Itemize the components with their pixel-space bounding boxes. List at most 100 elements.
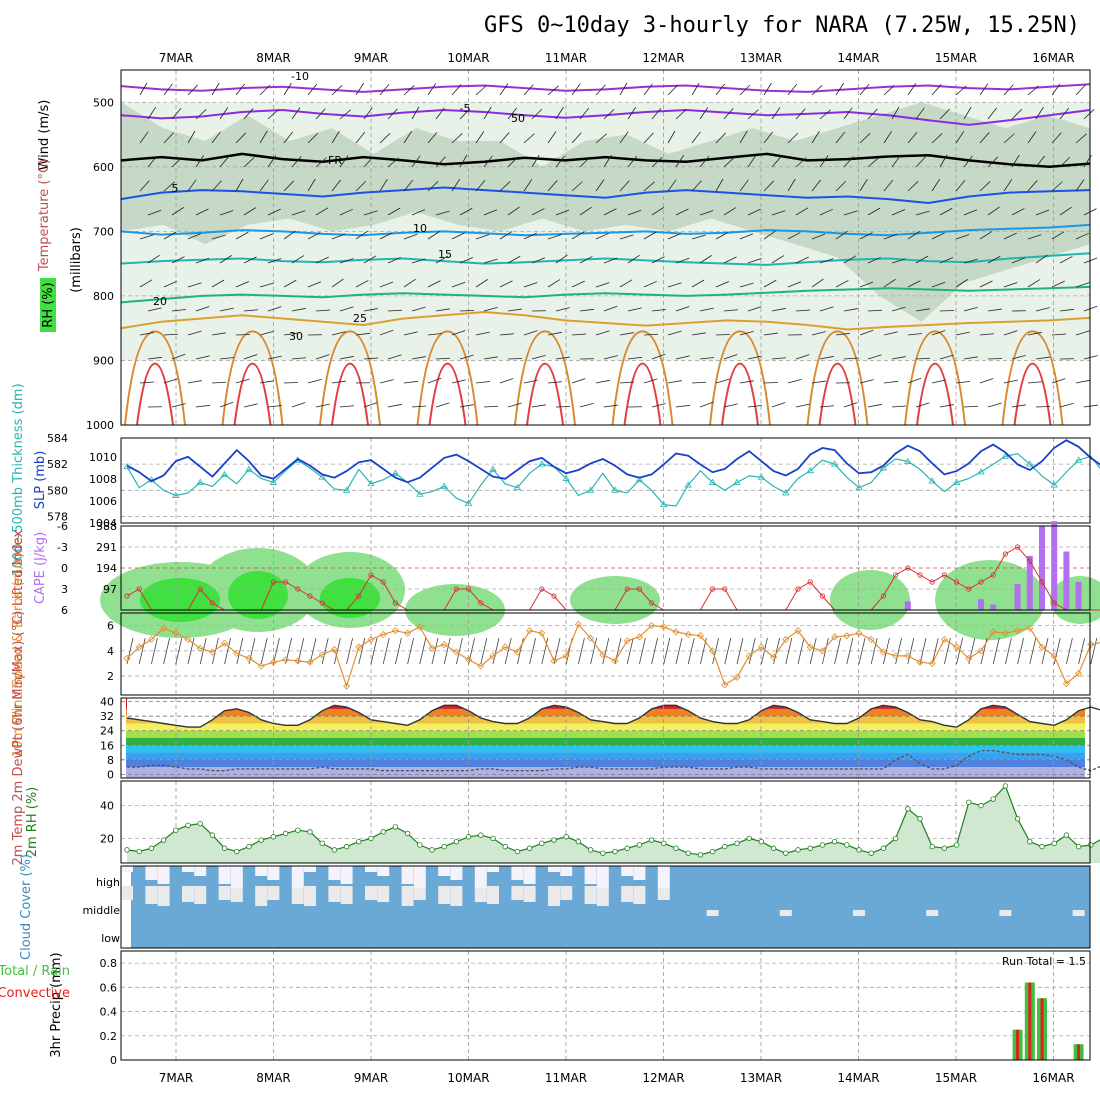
wind-barb	[699, 307, 714, 312]
wind-barb	[267, 208, 281, 216]
wind-barb	[795, 256, 809, 264]
rh-point	[234, 848, 240, 855]
cloud-clear-middle	[999, 910, 1012, 916]
wind-barb	[211, 131, 221, 144]
wind-barb	[715, 132, 727, 144]
wind-speed-point	[282, 656, 290, 664]
rh-point	[429, 847, 435, 853]
slp-tick: 1004	[89, 517, 117, 530]
rh-point	[575, 838, 582, 845]
cape-bar	[904, 601, 911, 610]
li-point	[807, 579, 813, 585]
wind-barb	[907, 377, 922, 384]
wind-barb-10m	[163, 637, 170, 665]
wind-barb	[955, 279, 968, 288]
precip-convective-bar	[1016, 1029, 1020, 1060]
rh-point	[417, 842, 423, 848]
wind-barb	[307, 232, 321, 240]
rh-point	[1002, 783, 1009, 789]
rh-point	[319, 840, 325, 847]
cloud-clear-middle	[121, 886, 133, 900]
wind-barb	[411, 106, 420, 120]
li-point	[197, 586, 203, 592]
precip-panel-frame	[120, 950, 1091, 1061]
wind-barb	[219, 156, 230, 168]
wind-barb	[459, 207, 473, 216]
wind-barb	[1035, 155, 1045, 168]
slp-axis-label: SLP (mb)	[33, 451, 48, 510]
wind-barb	[211, 279, 225, 288]
cape-lifted-index-panel: -6 -3 0 3 6 388 291 194 97 Lifted Index CAPE (J/kg…	[11, 520, 1100, 617]
li-point	[1039, 579, 1045, 585]
date-label-top: 8MAR	[256, 51, 291, 65]
rh-point	[258, 837, 264, 843]
wind-barb	[763, 332, 778, 336]
wind-barb	[571, 181, 583, 192]
wind-barb	[403, 233, 418, 240]
wind-barb	[283, 332, 298, 336]
wind-barb	[1003, 84, 1014, 96]
isotherm-30-cell	[1001, 330, 1064, 426]
wind-barb	[1051, 333, 1066, 336]
wind-barb	[883, 380, 898, 384]
temp-line	[126, 704, 1100, 728]
cloud-clear-middle	[560, 886, 573, 900]
wind-barb-10m	[1053, 637, 1061, 665]
wind-barb-10m	[321, 637, 329, 665]
slp-tick: 1010	[89, 451, 117, 464]
precip-tick: 0.4	[100, 1006, 118, 1019]
wind-speed-point	[965, 654, 973, 662]
wind-barb	[651, 309, 666, 312]
wind-barb-10m	[870, 637, 878, 665]
cloud-clear-middle	[365, 886, 377, 900]
cloud-clear-middle	[474, 886, 487, 902]
wind-barb-10m	[931, 637, 939, 665]
wind-barb-10m	[346, 637, 353, 665]
wind-barb	[739, 282, 754, 288]
wind-barb	[859, 178, 868, 192]
isotherm-line	[120, 108, 1091, 126]
rh-point	[966, 799, 972, 806]
wind-barb	[907, 280, 921, 288]
thickness-point	[220, 470, 229, 478]
wind-barb	[931, 281, 946, 288]
wind-barb	[819, 155, 829, 168]
wind-barb	[451, 232, 465, 240]
wind-speed-point	[660, 623, 668, 631]
wind-barb-10m	[492, 637, 500, 665]
wind-barb	[507, 107, 517, 120]
wind-barb	[643, 333, 659, 336]
wind-barb	[811, 84, 823, 96]
wind-barb-10m	[956, 637, 963, 665]
wind-speed-point	[1001, 629, 1009, 637]
wind-barb	[379, 132, 391, 144]
wind-barb-10m	[1078, 637, 1085, 665]
wind-barb	[723, 108, 734, 120]
wind-barb	[307, 178, 316, 192]
wind-barb	[315, 354, 330, 360]
wind-barb	[1075, 330, 1090, 336]
wind-speed-point	[611, 657, 619, 665]
wind-barb	[211, 381, 227, 384]
thickness-point	[855, 483, 863, 491]
rh-shade-70	[1050, 576, 1100, 624]
wind-barb	[235, 231, 249, 240]
cloud-clear-high	[401, 866, 414, 884]
wind-speed-point	[184, 635, 192, 644]
li-point	[1014, 544, 1021, 550]
wind-speed-point	[489, 652, 497, 660]
rh-point	[892, 835, 899, 842]
thickness-point	[952, 478, 961, 485]
wind-barb	[603, 257, 618, 264]
wind-barb	[195, 355, 210, 360]
wind-speed-point	[855, 629, 863, 637]
wind-barb	[907, 180, 919, 192]
wind-barb	[819, 405, 834, 408]
rh-point	[270, 834, 277, 840]
rh-shade-70	[830, 570, 910, 630]
wind-barb	[763, 279, 777, 288]
isotherm-35-cell	[916, 362, 954, 426]
rh-point	[453, 838, 460, 845]
thickness-point	[367, 479, 375, 487]
thickness-point	[245, 465, 253, 472]
